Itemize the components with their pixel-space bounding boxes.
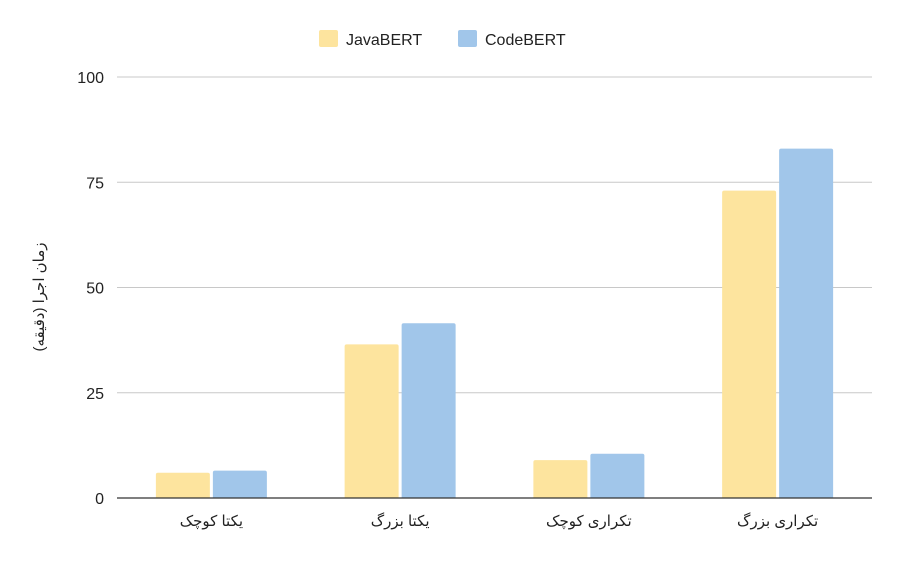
- bar-javabert-0: [155, 472, 210, 498]
- bar-javabert-2: [533, 460, 588, 498]
- x-tick-label: تکراری کوچک: [546, 513, 632, 530]
- bar-javabert-3: [722, 190, 777, 499]
- y-tick-label: 50: [86, 281, 104, 298]
- legend-label-javabert: JavaBERT: [346, 32, 422, 49]
- x-tick-label: یکتا کوچک: [180, 513, 243, 530]
- bar-codebert-3: [779, 148, 834, 498]
- bar-codebert-2: [590, 453, 645, 498]
- y-axis-label: زمان اجرا (دقیقه): [31, 242, 48, 351]
- y-tick-label: 0: [95, 491, 104, 508]
- bars: [155, 148, 834, 499]
- x-axis-ticks: یکتا کوچک یکتا بزرگ تکراری کوچک تکراری بزرگ: [180, 512, 819, 530]
- y-tick-label: 100: [77, 70, 104, 87]
- y-tick-label: 75: [86, 175, 104, 192]
- x-tick-label: تکراری بزرگ: [737, 512, 818, 530]
- x-tick-label: یکتا بزرگ: [371, 512, 430, 530]
- bar-codebert-1: [401, 323, 456, 498]
- bar-javabert-1: [344, 344, 399, 498]
- bar-codebert-0: [212, 470, 267, 498]
- legend-label-codebert: CodeBERT: [485, 32, 566, 49]
- legend-swatch-codebert: [458, 30, 477, 47]
- y-axis-ticks: 0 25 50 75 100: [77, 70, 104, 508]
- legend: JavaBERT CodeBERT: [319, 30, 566, 49]
- legend-swatch-javabert: [319, 30, 338, 47]
- y-tick-label: 25: [86, 386, 104, 403]
